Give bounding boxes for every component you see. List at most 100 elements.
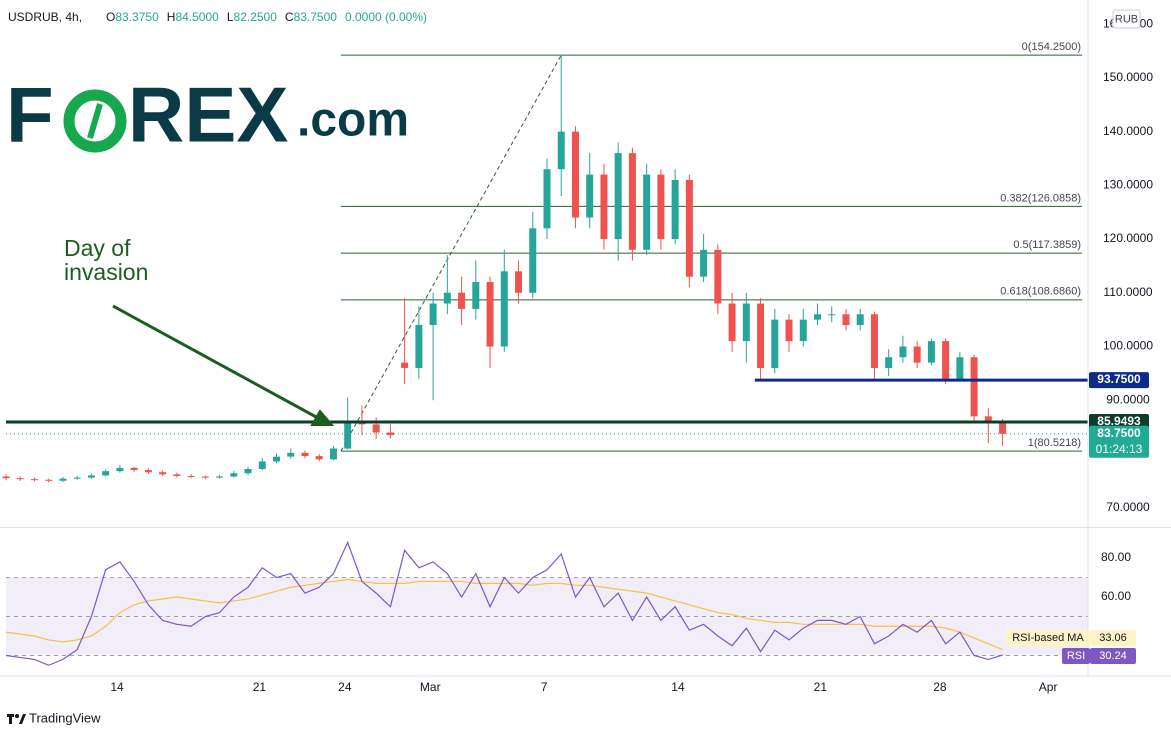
candle-body (814, 314, 821, 320)
fib-label: 0.5(117.3859) (1013, 239, 1081, 251)
time-tick-label: Apr (1039, 680, 1058, 694)
candle-body (999, 421, 1007, 434)
candle-body (173, 474, 181, 476)
symbol: USDRUB, 4h, (8, 10, 82, 24)
countdown: 01:24:13 (1096, 442, 1143, 456)
price-tick-label: 90.0000 (1106, 392, 1150, 406)
layer (2, 55, 1088, 666)
candle-body (856, 314, 864, 326)
candle-body (301, 452, 309, 457)
time-tick-label: 24 (338, 680, 352, 694)
candle-body (102, 471, 110, 476)
candle-body (600, 174, 608, 240)
candle-body (628, 153, 636, 250)
time-tick-label: 28 (933, 680, 947, 694)
candle-body (842, 314, 850, 326)
rsi-line (5, 540, 1003, 666)
time-tick-label: 14 (671, 680, 685, 694)
logo-suffix: .com (297, 94, 409, 147)
candle-body (2, 476, 10, 479)
rsi-line (5, 578, 1003, 651)
logo-o-bar (87, 103, 103, 139)
price-label-box (1089, 372, 1149, 389)
candle-body (728, 303, 736, 342)
candle-body (287, 452, 295, 457)
candle-body (372, 424, 380, 433)
candle-body (714, 249, 722, 304)
rsi-tick-label: 80.00 (1101, 550, 1131, 564)
candle-body (984, 416, 992, 422)
annotation: Day of (64, 235, 131, 261)
legend-box (1006, 630, 1090, 646)
brand-icon (15, 714, 19, 718)
legend-value: 30.24 (1099, 650, 1127, 662)
candle-body (472, 282, 480, 309)
candle-body (927, 341, 935, 363)
candle-body (159, 472, 167, 475)
logo-text: REX (128, 71, 288, 159)
candle-body (785, 319, 793, 342)
candle-body (643, 174, 651, 250)
brand-icon (19, 714, 26, 724)
brand-name: TradingView (29, 710, 101, 725)
annotation-arrow (112, 304, 319, 420)
candle-body (201, 476, 209, 478)
unit-label: RUB (1115, 13, 1138, 25)
candle-body (543, 169, 551, 229)
candle-body (557, 131, 565, 170)
candle-body (970, 357, 978, 417)
price-label: 83.7500 (1097, 426, 1141, 440)
legend-name: RSI (1067, 650, 1085, 662)
candle-body (486, 282, 494, 347)
ohlc-key: O (106, 10, 115, 24)
candle-body (586, 174, 594, 218)
ohlc-value: 84.5000 (175, 10, 219, 24)
candle-body (315, 456, 323, 460)
legend-box (1062, 648, 1090, 664)
time-tick-label: 7 (541, 680, 548, 694)
candle-body (273, 456, 280, 462)
candle-body (230, 473, 238, 477)
ohlc-key: L (227, 10, 234, 24)
logo-o (63, 89, 127, 153)
candle-body (187, 475, 195, 477)
unit-box (1112, 9, 1141, 29)
rsi-band (6, 577, 1088, 656)
candle-body (87, 475, 95, 478)
symbol-header: USDRUB, 4h, O83.3750 H84.5000 L82.2500 C83.7… (8, 10, 427, 24)
ohlc-key: C (285, 10, 294, 24)
time-tick-label: 21 (814, 680, 828, 694)
candle-body (500, 271, 508, 347)
candle-body (899, 346, 907, 358)
candle-body (657, 174, 665, 240)
candle-body (443, 292, 451, 304)
tradingview-brand: TradingView (7, 710, 101, 725)
legend-value-box (1090, 648, 1136, 664)
legend-name: RSI-based MA (1012, 632, 1084, 644)
price-label: 93.7500 (1097, 372, 1141, 386)
price-tick-label: 140.0000 (1103, 124, 1153, 138)
candle-body (614, 153, 622, 240)
brand-icon (9, 714, 12, 724)
candle-body (30, 479, 38, 481)
logo-text: F (6, 71, 54, 159)
candle-body (458, 292, 466, 309)
time-tick-label: Mar (420, 680, 441, 694)
candle-body (571, 131, 579, 218)
price-tick-label: 120.0000 (1103, 231, 1153, 245)
candle-body (344, 421, 352, 449)
candle-body (144, 470, 152, 473)
fib-label: 1(80.5218) (1028, 437, 1081, 449)
candle-body (16, 478, 24, 480)
candle-body (429, 303, 437, 326)
legend-value-box (1090, 630, 1136, 646)
candle-body (258, 461, 266, 469)
candle-body (742, 303, 750, 342)
candle-body (671, 179, 679, 240)
candle-body (913, 346, 921, 363)
price-tick-label: 130.0000 (1103, 178, 1153, 192)
price-label-box (1089, 425, 1149, 458)
price-label: 85.9493 (1097, 414, 1141, 428)
ohlc-value: 83.7500 (294, 10, 338, 24)
